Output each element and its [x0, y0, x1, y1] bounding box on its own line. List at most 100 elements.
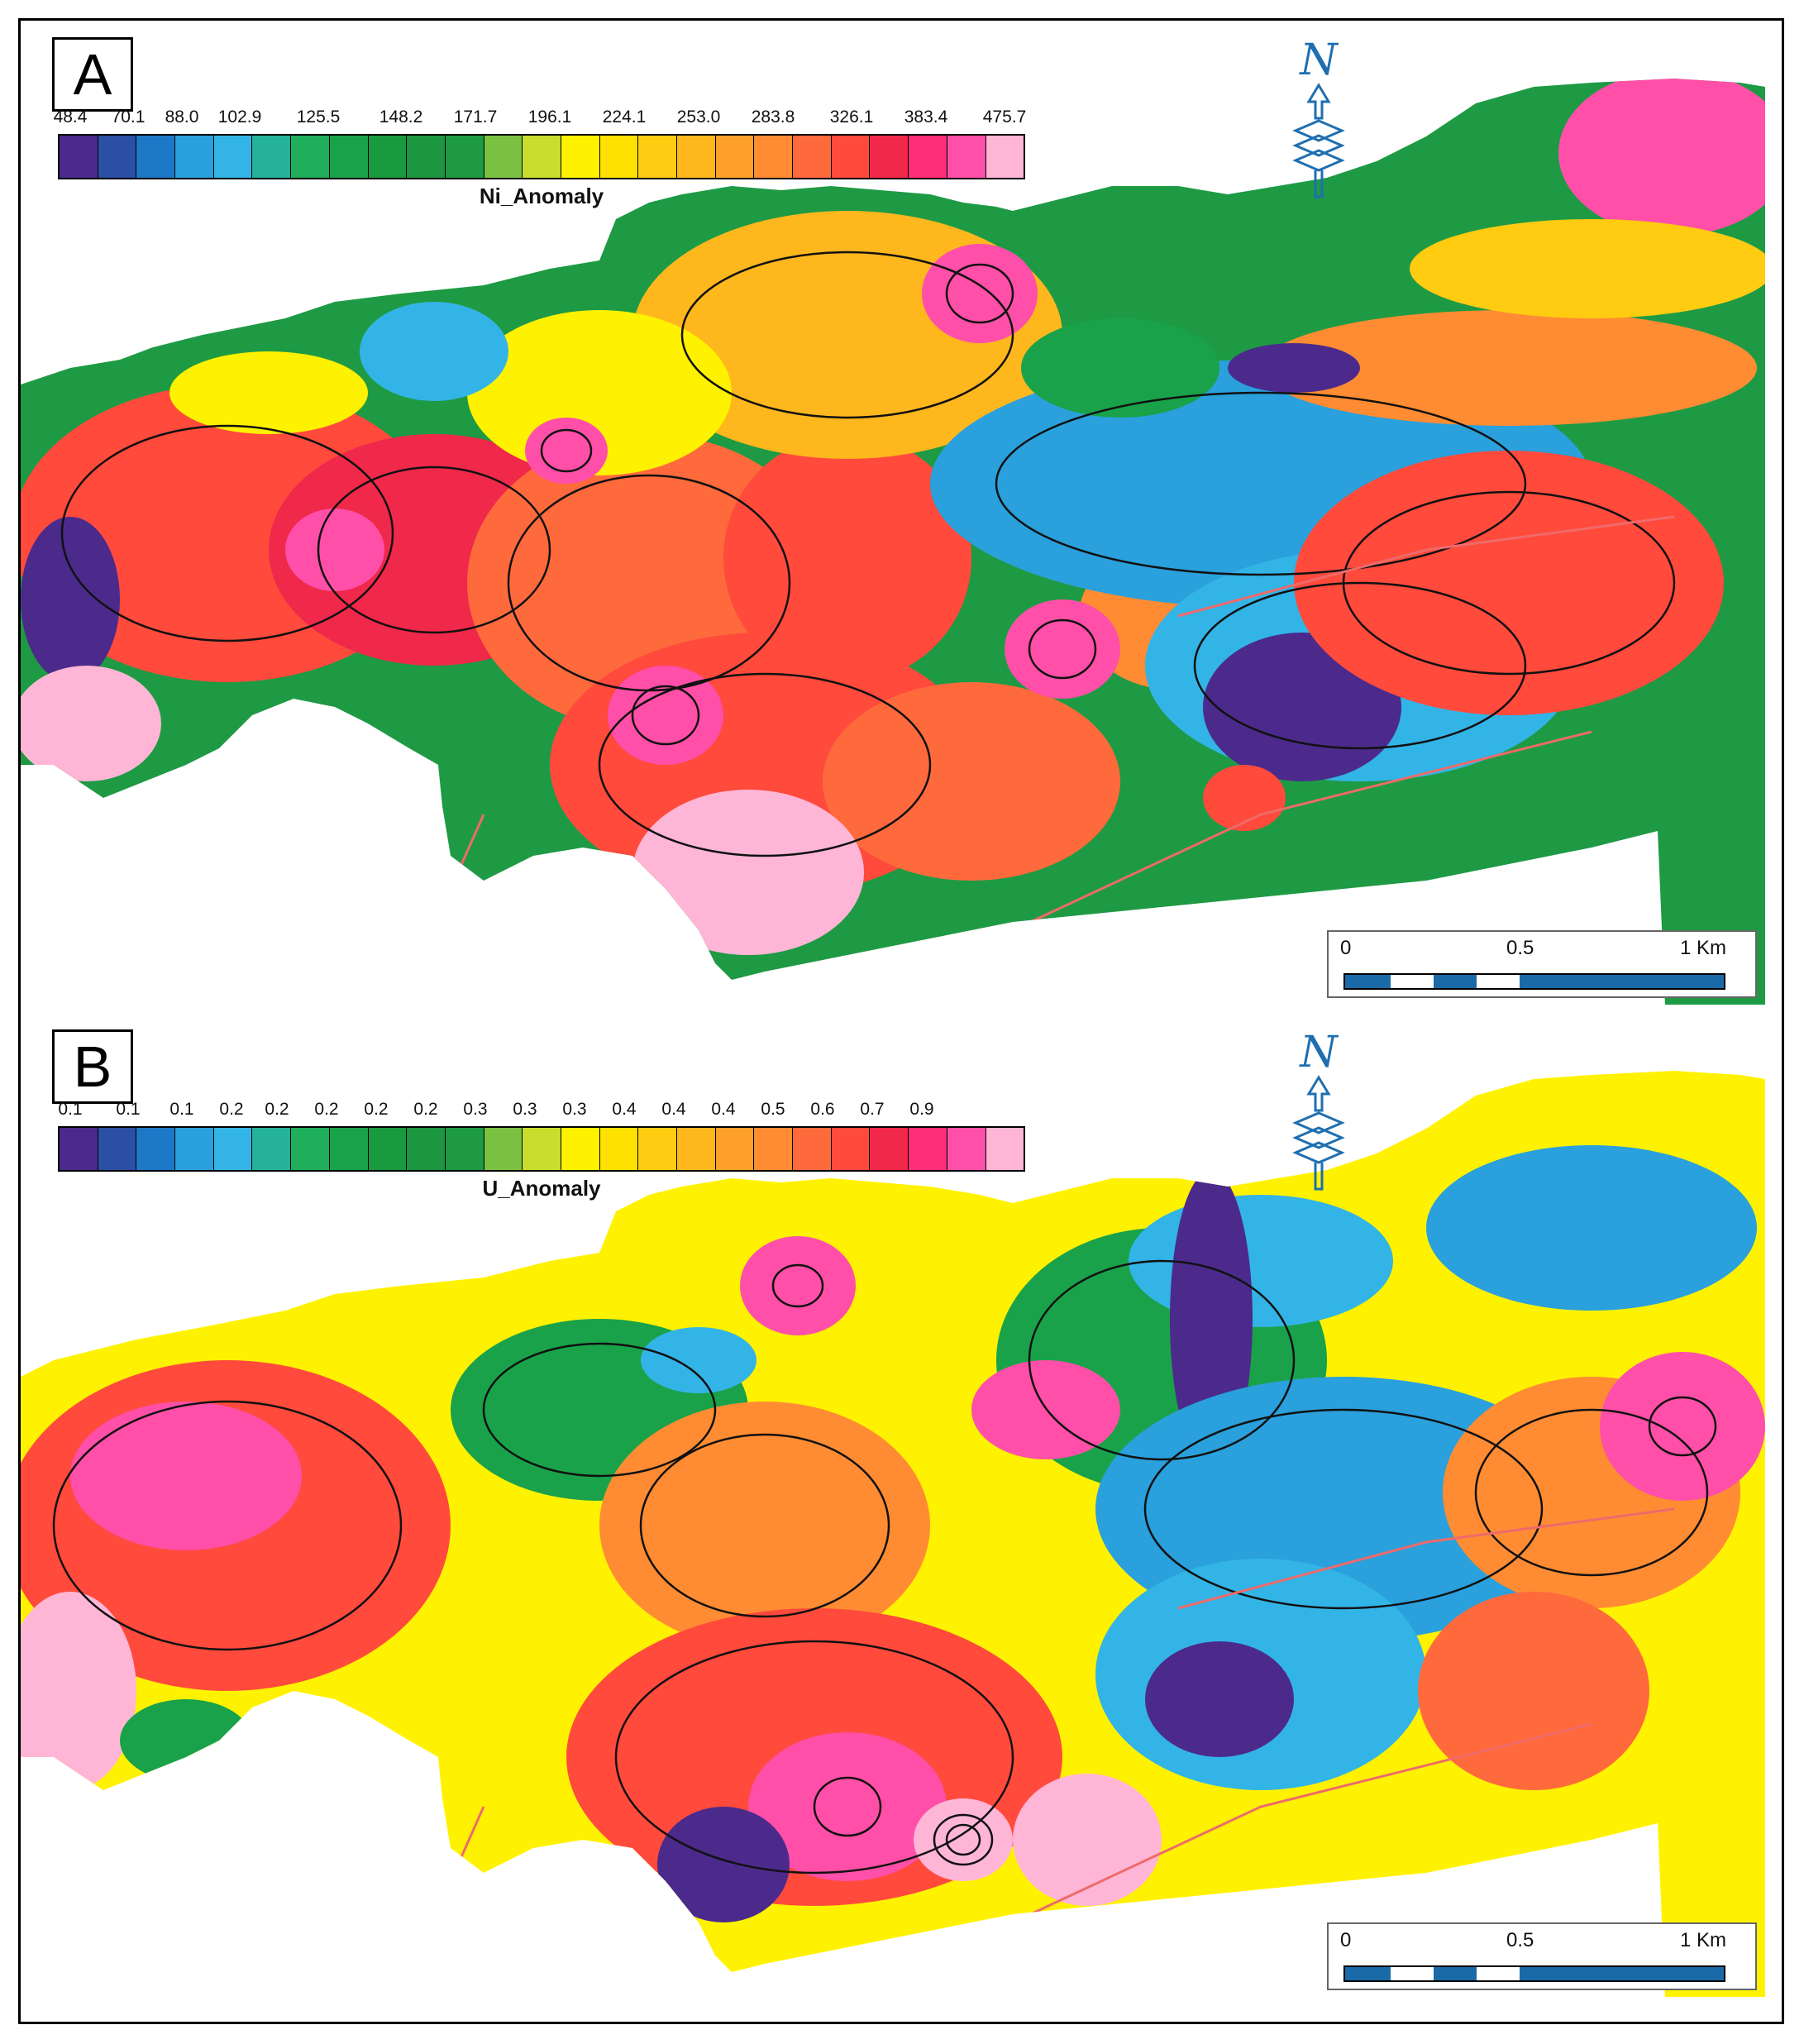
legend-swatch	[986, 136, 1024, 178]
compass-icon	[1292, 1075, 1345, 1191]
legend-swatch	[831, 1128, 871, 1170]
north-letter: N	[1300, 36, 1338, 85]
legend-swatch	[523, 1128, 561, 1170]
legend-tick: 0.9	[909, 1100, 934, 1119]
legend-swatch	[252, 1128, 292, 1170]
legend-swatch	[407, 1128, 446, 1170]
legend-swatch	[407, 136, 446, 178]
scale-bar: 0 0.5 1 Km	[1327, 1922, 1757, 1990]
legend-swatch	[445, 136, 484, 178]
panel-b: B 0.1 0.1 0.1 0.2 0.2 0.2 0.2 0.2 0.3 0.…	[21, 1013, 1787, 1997]
legend-swatch	[638, 136, 677, 178]
scale-track	[1343, 1965, 1725, 1982]
scale-label-start: 0	[1340, 1929, 1352, 1951]
legend-tick: 0.1	[58, 1100, 83, 1119]
legend-swatch	[98, 136, 137, 178]
legend-swatch	[175, 136, 214, 178]
ni-anomaly-map	[21, 79, 1765, 1005]
scale-label-start: 0	[1340, 937, 1352, 959]
legend-swatch	[599, 1128, 639, 1170]
legend-swatch	[947, 136, 986, 178]
legend-title: U_Anomaly	[482, 1176, 601, 1201]
legend-tick: 0.6	[810, 1100, 835, 1119]
legend-swatch	[870, 1128, 909, 1170]
scale-track	[1343, 973, 1725, 990]
figure-frame: A 48.4 70.1 88.0 102.9 125.5 148.2 171.7…	[18, 18, 1784, 2024]
legend-ticks: 48.4 70.1 88.0 102.9 125.5 148.2 171.7 1…	[54, 107, 1050, 134]
legend-swatch	[213, 136, 253, 178]
legend-tick: 0.2	[413, 1100, 438, 1119]
legend-swatch	[561, 1128, 600, 1170]
legend-swatch	[909, 136, 947, 178]
legend-tick: 0.1	[116, 1100, 141, 1119]
legend-tick: 0.3	[513, 1100, 537, 1119]
panel-a: A 48.4 70.1 88.0 102.9 125.5 148.2 171.7…	[21, 21, 1787, 1005]
scale-label-mid: 0.5	[1506, 1929, 1534, 1951]
legend-tick: 326.1	[829, 107, 874, 127]
legend-tick: 0.2	[364, 1100, 389, 1119]
legend-tick: 196.1	[527, 107, 572, 127]
legend-tick: 0.2	[265, 1100, 289, 1119]
legend-tick: 88.0	[165, 107, 199, 127]
legend-tick: 171.7	[453, 107, 498, 127]
legend-swatch	[793, 1128, 832, 1170]
legend-tick: 0.1	[169, 1100, 194, 1119]
u-contour-lines	[52, 1259, 1717, 1874]
legend-color-bar	[58, 134, 1025, 179]
legend-swatch	[677, 1128, 716, 1170]
legend-swatch	[599, 136, 639, 178]
legend-tick: 0.2	[314, 1100, 339, 1119]
legend-swatch	[445, 1128, 484, 1170]
legend-ticks: 0.1 0.1 0.1 0.2 0.2 0.2 0.2 0.2 0.3 0.3 …	[58, 1100, 1050, 1126]
legend-swatch	[523, 136, 561, 178]
legend-swatch	[252, 136, 292, 178]
legend-tick: 283.8	[751, 107, 795, 127]
legend-tick: 475.7	[982, 107, 1027, 127]
legend-swatch	[715, 136, 755, 178]
legend-tick: 0.7	[860, 1100, 885, 1119]
legend-tick: 0.3	[562, 1100, 587, 1119]
legend-swatch	[831, 136, 871, 178]
legend-tick: 253.0	[676, 107, 721, 127]
legend-swatch	[175, 1128, 214, 1170]
legend-title: Ni_Anomaly	[479, 184, 604, 208]
legend-swatch	[136, 1128, 176, 1170]
legend-swatch	[136, 136, 176, 178]
legend-tick: 383.4	[904, 107, 948, 127]
u-anomaly-map	[21, 1071, 1765, 1997]
north-arrow: N	[1286, 1028, 1352, 1193]
legend-swatch	[715, 1128, 755, 1170]
color-legend: 48.4 70.1 88.0 102.9 125.5 148.2 171.7 1…	[54, 107, 1050, 208]
legend-tick: 0.3	[463, 1100, 488, 1119]
panel-label: B	[52, 1029, 133, 1104]
legend-swatch	[213, 1128, 253, 1170]
legend-swatch	[368, 136, 408, 178]
legend-swatch	[561, 136, 600, 178]
legend-swatch	[754, 1128, 794, 1170]
legend-tick: 224.1	[602, 107, 647, 127]
legend-swatch	[291, 136, 330, 178]
scale-label-mid: 0.5	[1506, 937, 1534, 959]
legend-swatch	[484, 136, 523, 178]
scale-bar: 0 0.5 1 Km	[1327, 930, 1757, 998]
ni-contour-lines	[60, 251, 1676, 857]
legend-tick: 102.9	[217, 107, 262, 127]
legend-swatch	[484, 1128, 523, 1170]
legend-swatch	[677, 136, 716, 178]
legend-tick: 125.5	[296, 107, 341, 127]
legend-swatch	[60, 136, 98, 178]
legend-swatch	[98, 1128, 137, 1170]
legend-tick: 0.4	[612, 1100, 637, 1119]
legend-tick: 0.2	[219, 1100, 244, 1119]
north-letter: N	[1300, 1028, 1338, 1077]
north-arrow: N	[1286, 36, 1352, 201]
legend-swatch	[870, 136, 909, 178]
scale-label-end: 1 Km	[1680, 1929, 1727, 1951]
legend-swatch	[60, 1128, 98, 1170]
legend-swatch	[291, 1128, 330, 1170]
color-legend: 0.1 0.1 0.1 0.2 0.2 0.2 0.2 0.2 0.3 0.3 …	[58, 1100, 1050, 1201]
legend-tick: 70.1	[111, 107, 146, 127]
legend-color-bar	[58, 1126, 1025, 1172]
panel-label: A	[52, 37, 133, 112]
legend-swatch	[986, 1128, 1024, 1170]
